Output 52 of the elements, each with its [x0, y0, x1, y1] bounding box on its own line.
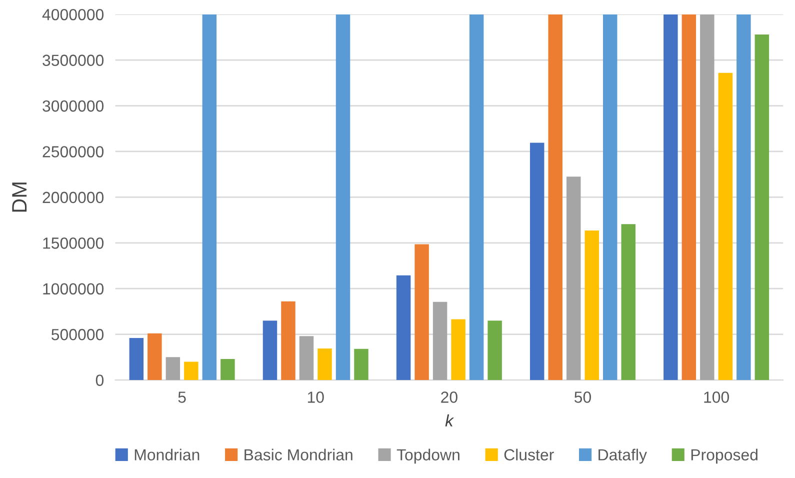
x-tick-label: 10	[308, 392, 324, 403]
x-tick-label: 50	[574, 392, 591, 403]
y-tick-label: 2500000	[42, 146, 104, 158]
bar	[202, 14, 217, 380]
bar	[354, 348, 368, 380]
legend-label: Basic Mondrian	[244, 448, 352, 460]
x-axis-title: k	[445, 414, 454, 426]
bar	[148, 333, 162, 380]
legend-label: Proposed	[691, 448, 758, 464]
legend-label: Mondrian	[134, 448, 200, 460]
bar	[281, 301, 296, 380]
bar	[718, 72, 733, 380]
legend-label: Datafly	[598, 448, 647, 464]
bar	[432, 302, 448, 380]
bar	[602, 14, 618, 380]
bar	[129, 338, 144, 380]
bar	[664, 14, 678, 380]
x-tick-label: 5	[178, 392, 186, 403]
bar	[566, 176, 581, 380]
bar	[414, 244, 429, 380]
bar	[451, 319, 466, 380]
bar	[184, 362, 198, 380]
y-tick-label: 0	[96, 374, 104, 386]
bar	[682, 14, 696, 380]
bar	[299, 336, 314, 380]
bar	[754, 34, 770, 380]
bar	[469, 14, 484, 380]
legend-label: Cluster	[504, 448, 554, 460]
bar	[736, 14, 751, 380]
bar	[318, 348, 332, 380]
bar	[530, 142, 544, 380]
bar	[336, 14, 350, 380]
y-tick-label: 4000000	[42, 8, 104, 20]
y-tick-label: 1500000	[43, 238, 104, 249]
legend-label: Topdown	[396, 448, 460, 464]
bar	[584, 230, 599, 380]
bar	[488, 320, 502, 380]
x-tick-label: 20	[441, 392, 458, 403]
y-tick-label: 3000000	[42, 100, 104, 112]
y-tick-label: 3500000	[42, 54, 104, 66]
y-tick-label: 1000000	[43, 283, 104, 295]
y-axis-title: DM	[12, 182, 27, 212]
bar	[166, 357, 180, 380]
bar	[548, 14, 562, 380]
bar	[700, 14, 714, 380]
bar	[262, 320, 278, 380]
y-tick-label: 500000	[52, 328, 104, 340]
y-tick-label: 2000000	[42, 192, 104, 204]
bar	[220, 358, 235, 380]
bar	[621, 224, 636, 380]
bar	[396, 275, 411, 380]
x-tick-label: 100	[704, 392, 729, 403]
